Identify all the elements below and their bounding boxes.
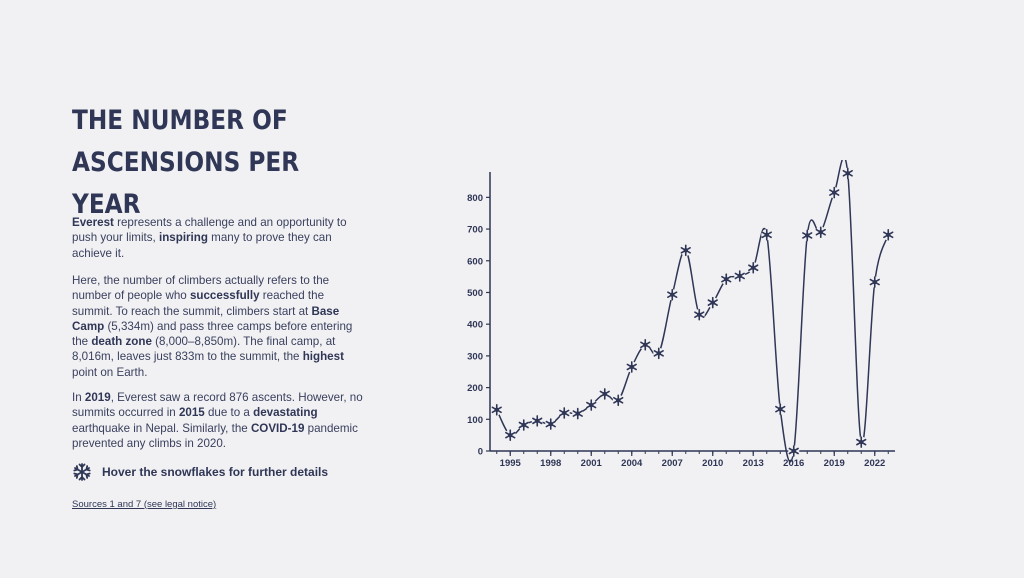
- snowflake-marker-2020[interactable]: [842, 167, 854, 180]
- snowflake-marker-1995[interactable]: [504, 429, 516, 441]
- title-line-2: ASCENSIONS PER YEAR: [72, 147, 300, 220]
- x-tick-label: 2022: [864, 458, 885, 469]
- snowflake-marker-2019[interactable]: [828, 186, 840, 199]
- hover-hint: Hover the snowflakes for further details: [72, 462, 328, 482]
- snowflake-marker-2006[interactable]: [653, 347, 665, 360]
- snowflake-marker-1997[interactable]: [531, 415, 543, 427]
- record-paragraph: In 2019, Everest saw a record 876 ascent…: [72, 391, 363, 450]
- y-tick-label: 100: [467, 415, 483, 426]
- snowflake-marker-2012[interactable]: [734, 270, 746, 282]
- snowflake-marker-2002[interactable]: [599, 388, 611, 400]
- snowflake-marker-2010[interactable]: [707, 296, 719, 309]
- snowflake-icon: [73, 463, 91, 481]
- snowflake-marker-2023[interactable]: [882, 228, 894, 241]
- snowflake-marker-2003[interactable]: [612, 394, 624, 407]
- snowflake-marker-1994[interactable]: [491, 403, 503, 416]
- snowflake-marker-2015[interactable]: [774, 403, 786, 415]
- y-tick-label: 700: [467, 225, 483, 236]
- hover-hint-label: Hover the snowflakes for further details: [102, 465, 329, 479]
- x-tick-label: 2001: [581, 458, 603, 469]
- x-tick-label: 2007: [662, 458, 683, 469]
- x-tick-label: 2004: [621, 458, 643, 469]
- x-tick-label: 2010: [702, 458, 723, 469]
- ascensions-line-chart: 0 100 200 300 400 500 600 700 800 1995 1998 2001 200…: [467, 160, 895, 469]
- snowflake-marker-2001[interactable]: [585, 399, 597, 411]
- snowflake-marker-2011[interactable]: [720, 273, 732, 285]
- y-tick-label: 400: [467, 320, 483, 331]
- snowflake-marker-2009[interactable]: [693, 308, 705, 321]
- snowflake-marker-2014[interactable]: [761, 228, 773, 241]
- y-tick-label: 0: [478, 447, 483, 458]
- snowflake-marker-1998[interactable]: [545, 418, 557, 430]
- intro-paragraph: Everest represents a challenge and an op…: [72, 216, 347, 260]
- page-title: THE NUMBER OF ASCENSIONS PER YEAR: [72, 100, 364, 226]
- snowflake-marker-1996[interactable]: [518, 419, 530, 431]
- snowflake-marker-2016[interactable]: [788, 445, 800, 457]
- climbers-paragraph: Here, the number of climbers actually re…: [72, 274, 353, 379]
- x-tick-label: 1998: [540, 458, 561, 469]
- snowflake-marker-2004[interactable]: [626, 361, 638, 373]
- snowflake-marker-2021[interactable]: [855, 436, 867, 448]
- snowflake-marker-2008[interactable]: [680, 244, 692, 257]
- snowflake-marker-1999[interactable]: [558, 407, 570, 419]
- x-tick-label: 2019: [824, 458, 845, 469]
- x-tick-label: 2013: [743, 458, 764, 469]
- y-tick-label: 800: [467, 193, 483, 204]
- snowflake-marker-2018[interactable]: [815, 226, 827, 239]
- x-tick-label: 2016: [783, 458, 804, 469]
- snowflake-marker-2022[interactable]: [869, 276, 881, 288]
- snowflake-marker-2000[interactable]: [572, 407, 584, 420]
- y-tick-label: 200: [467, 383, 483, 394]
- snowflake-marker-2017[interactable]: [801, 229, 813, 242]
- snowflake-marker-2013[interactable]: [747, 261, 759, 274]
- sources-link[interactable]: Sources 1 and 7 (see legal notice): [72, 499, 217, 510]
- series-line: [496, 160, 889, 463]
- x-tick-label: 1995: [500, 458, 522, 469]
- y-tick-label: 500: [467, 288, 483, 299]
- title-line-1: THE NUMBER OF: [72, 105, 288, 136]
- snowflake-marker-2007[interactable]: [666, 288, 678, 301]
- snowflake-marker-2005[interactable]: [639, 338, 651, 351]
- y-tick-label: 300: [467, 351, 483, 362]
- text-panel: THE NUMBER OF ASCENSIONS PER YEAR Everes…: [72, 100, 372, 510]
- y-tick-label: 600: [467, 256, 483, 267]
